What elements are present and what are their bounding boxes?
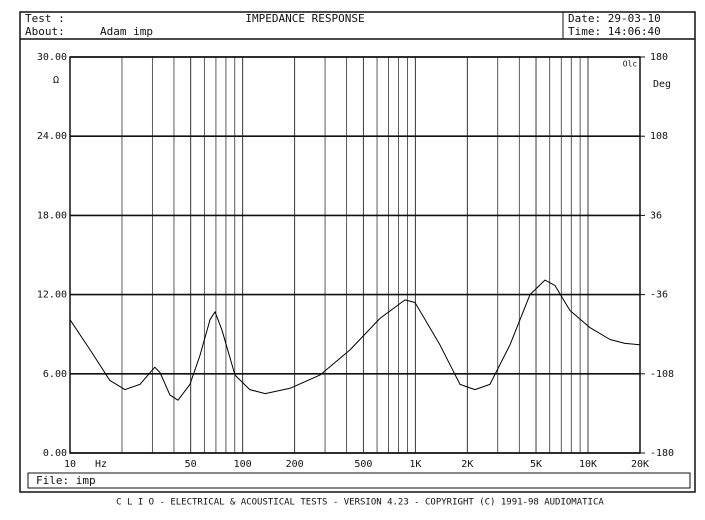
test-label: Test : xyxy=(25,12,65,25)
x-tick-label: 500 xyxy=(354,459,372,470)
y-tick-label: 0.00 xyxy=(43,448,67,459)
x-unit: Hz xyxy=(95,459,107,470)
time: Time: 14:06:40 xyxy=(568,25,661,38)
y2-tick-label: -108 xyxy=(650,369,674,380)
y2-tick-label: -180 xyxy=(650,448,674,459)
y2-tick-label: 108 xyxy=(650,131,668,142)
y2-tick-label: 36 xyxy=(650,210,662,221)
date: Date: 29-03-10 xyxy=(568,12,661,25)
about: Adam imp xyxy=(100,25,153,38)
banner: C L I O - ELECTRICAL & ACOUSTICAL TESTS … xyxy=(116,498,604,508)
x-tick-label: 5K xyxy=(530,459,542,470)
y-unit: Ω xyxy=(53,75,59,86)
corner-label: Olc xyxy=(623,60,638,69)
y-tick-label: 30.00 xyxy=(37,52,67,63)
y2-tick-label: -36 xyxy=(650,290,668,301)
about-label: About: xyxy=(25,25,65,38)
file: File: imp xyxy=(36,474,96,487)
chart-title: IMPEDANCE RESPONSE xyxy=(245,12,364,25)
file-box xyxy=(27,472,691,489)
x-tick-label: 50 xyxy=(185,459,197,470)
y-tick-label: 6.00 xyxy=(43,369,67,380)
x-tick-label: 10K xyxy=(579,459,597,470)
x-tick-label: 2K xyxy=(461,459,473,470)
x-tick-label: 10 xyxy=(64,459,76,470)
x-tick-label: 1K xyxy=(409,459,421,470)
y2-unit: Deg xyxy=(653,79,671,90)
x-tick-label: 100 xyxy=(234,459,252,470)
y-tick-label: 24.00 xyxy=(37,131,67,142)
impedance-line xyxy=(69,279,641,401)
y2-tick-label: 180 xyxy=(650,52,668,63)
y-tick-label: 18.00 xyxy=(37,210,67,221)
x-tick-label: 20K xyxy=(631,459,649,470)
plot-frame xyxy=(69,56,641,454)
y-tick-label: 12.00 xyxy=(37,290,67,301)
x-tick-label: 200 xyxy=(286,459,304,470)
outer-frame xyxy=(19,11,696,493)
